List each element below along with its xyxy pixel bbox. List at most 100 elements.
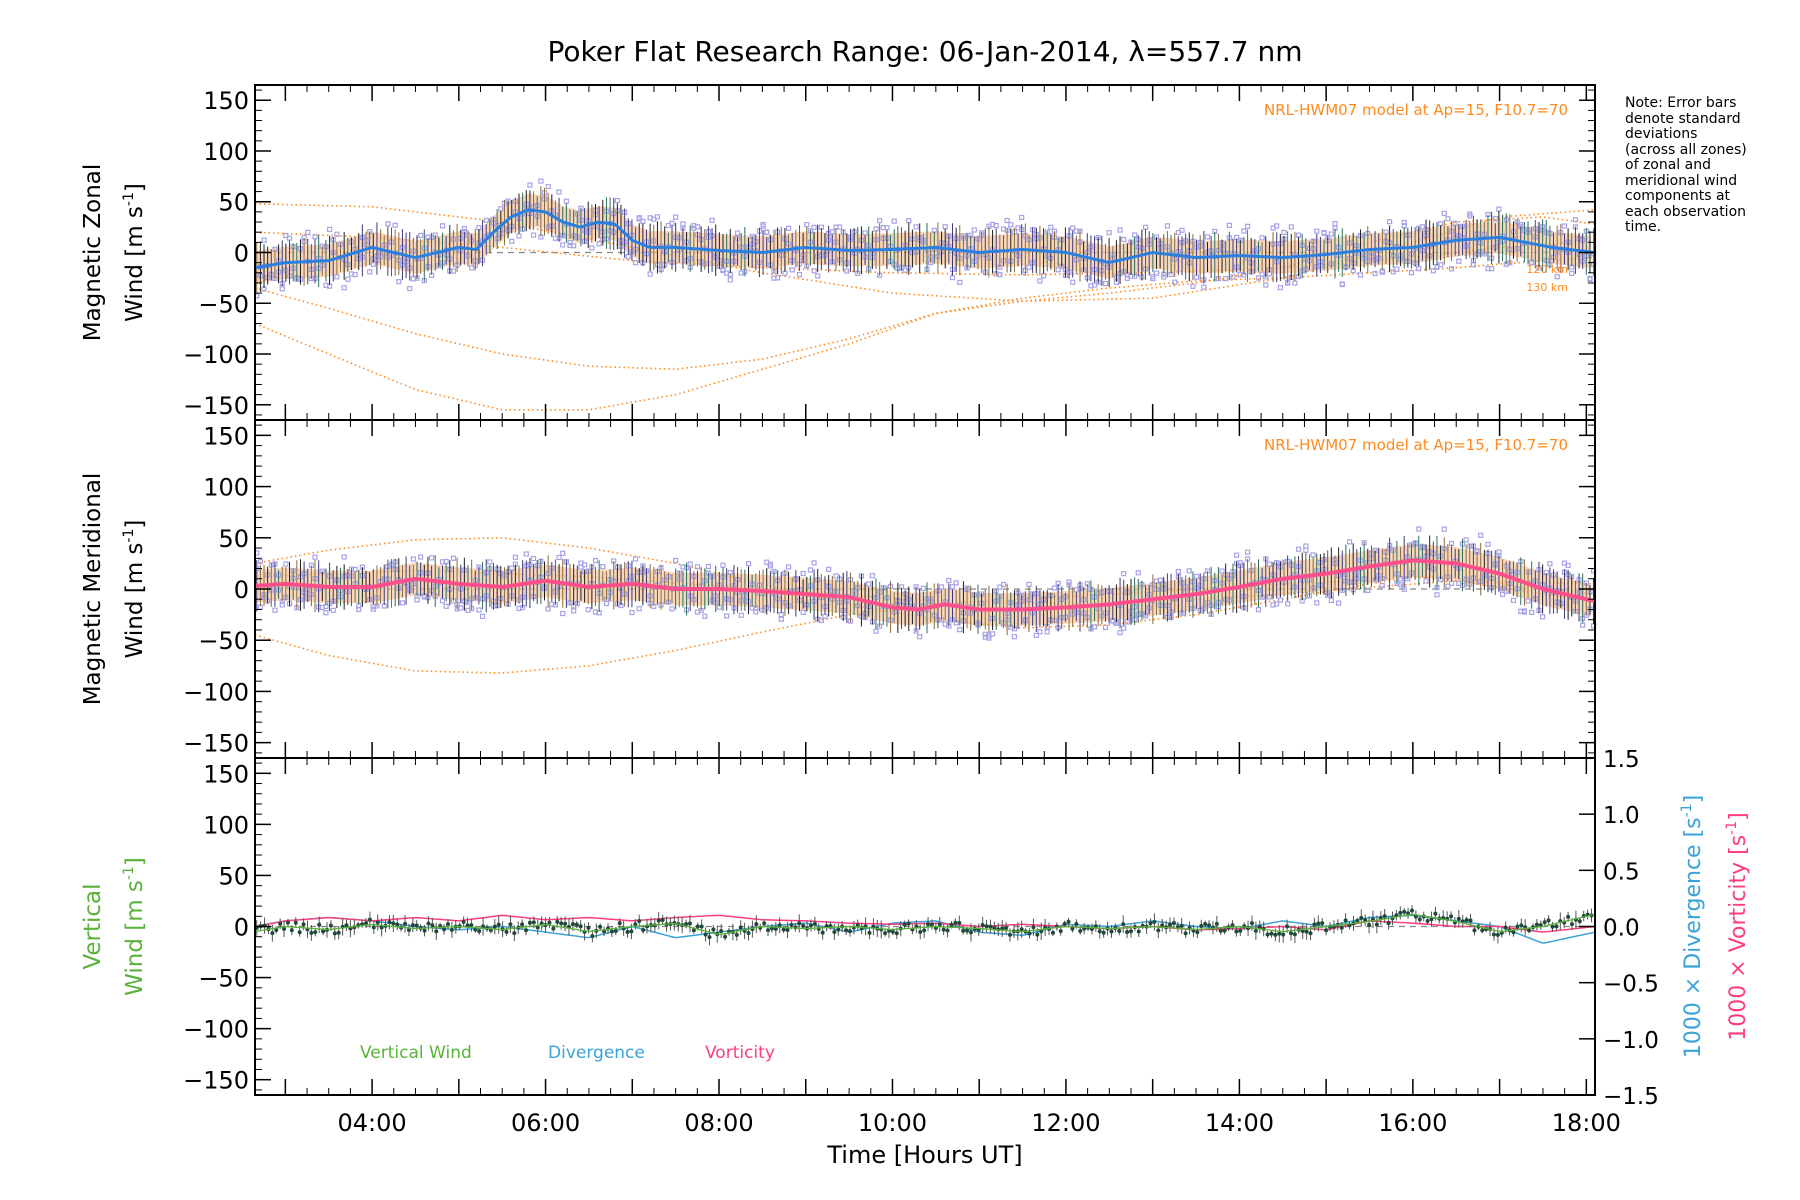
vertical-wind-point: [641, 928, 646, 933]
vertical-wind-point: [274, 928, 279, 933]
vertical-wind-point: [918, 929, 923, 934]
vertical-wind-point: [1066, 919, 1071, 924]
zone-point: [669, 606, 675, 612]
vertical-wind-point: [344, 923, 349, 928]
vertical-wind-point: [1078, 928, 1083, 933]
zone-point: [906, 217, 912, 224]
vertical-wind-point: [777, 923, 782, 928]
vertical-wind-point: [812, 921, 817, 926]
zone-point: [530, 555, 537, 562]
zone-point: [1387, 219, 1393, 225]
vertical-wind-point: [1050, 930, 1055, 935]
vertical-wind-point: [1152, 919, 1157, 924]
y-tick-label: 0: [234, 914, 249, 942]
vertical-wind-point: [953, 920, 958, 925]
y-tick-label: 50: [218, 525, 249, 553]
vertical-wind-point: [1281, 932, 1286, 937]
vertical-wind-point: [711, 927, 716, 932]
zone-point: [1033, 632, 1039, 638]
vertical-wind-point: [1218, 928, 1223, 933]
vertical-wind-point: [1171, 920, 1176, 925]
x-tick-label: 06:00: [511, 1109, 580, 1137]
vertical-wind-point: [496, 922, 501, 927]
zone-point: [334, 231, 340, 237]
zone-point: [1193, 274, 1200, 280]
zone-point: [1438, 221, 1444, 227]
vertical-wind-point: [980, 923, 985, 928]
vertical-wind-point: [598, 924, 603, 929]
vertical-wind-point: [949, 922, 954, 927]
vertical-wind-point: [847, 929, 852, 934]
right-tick-label: 0.5: [1603, 859, 1640, 885]
zone-point: [862, 230, 868, 236]
vertical-wind-point: [781, 927, 786, 932]
vertical-wind-point: [1168, 922, 1173, 927]
vertical-wind-point: [1199, 923, 1204, 928]
vertical-wind-point: [801, 923, 806, 928]
vertical-wind-point: [524, 928, 529, 933]
vertical-wind-point: [922, 928, 927, 933]
zone-point: [527, 182, 533, 188]
vertical-wind-point: [703, 932, 708, 937]
zone-point: [738, 612, 744, 618]
zone-point: [1004, 217, 1010, 224]
vertical-wind-point: [461, 919, 466, 924]
vertical-wind-line: [254, 913, 1595, 936]
zone-point: [592, 558, 599, 564]
vertical-wind-point: [613, 929, 618, 934]
zone-point: [778, 611, 784, 618]
zone-point: [1037, 278, 1043, 284]
vertical-wind-point: [297, 930, 302, 935]
right-tick-label: −0.5: [1603, 972, 1659, 998]
vertical-wind-point: [1339, 925, 1344, 930]
zone-point: [1521, 609, 1528, 615]
zone-point: [1281, 229, 1287, 236]
zone-point: [1091, 282, 1098, 288]
zone-point: [1040, 273, 1047, 279]
zone-point: [483, 217, 489, 223]
zone-point: [286, 235, 293, 241]
vertical-wind-point: [1289, 931, 1294, 936]
zone-point: [1430, 268, 1436, 274]
zone-point: [1070, 225, 1076, 231]
vertical-wind-point: [1425, 918, 1430, 923]
vertical-wind-point: [285, 920, 290, 925]
zone-point: [1434, 592, 1440, 598]
zone-point: [694, 224, 701, 230]
vertical-wind-point: [1320, 921, 1325, 926]
vertical-wind-point: [1265, 932, 1270, 937]
zone-point: [1274, 601, 1280, 607]
right-tick-label: −1.0: [1603, 1028, 1659, 1054]
y-tick-label: −150: [183, 1067, 249, 1095]
zone-point: [1419, 224, 1426, 230]
mean-wind-line: [254, 208, 1596, 270]
zone-point: [1416, 526, 1422, 532]
vertical-wind-point: [617, 921, 622, 926]
vertical-wind-point: [574, 922, 579, 927]
vertical-wind-point: [410, 923, 415, 928]
y-tick-label: 0: [234, 240, 249, 268]
vertical-wind-point: [754, 922, 759, 927]
zone-point: [392, 222, 398, 228]
vertical-wind-point: [687, 921, 692, 926]
zone-point: [345, 276, 351, 282]
vertical-wind-point: [1456, 916, 1461, 921]
zone-point: [443, 558, 449, 565]
y-tick-label: 50: [218, 189, 249, 217]
right-tick-label: 1.0: [1603, 803, 1640, 829]
zone-point: [1561, 223, 1568, 229]
zone-point: [720, 266, 726, 273]
zone-point: [1241, 228, 1247, 234]
zone-point: [279, 286, 285, 292]
zone-point: [957, 279, 963, 286]
zone-point: [330, 607, 336, 613]
right-tick-label: −1.5: [1603, 1084, 1659, 1110]
zone-point: [800, 570, 806, 577]
zone-point: [563, 198, 569, 204]
vertical-wind-point: [1117, 929, 1122, 934]
zone-point: [844, 268, 850, 274]
zone-point: [957, 627, 963, 633]
zone-point: [873, 628, 879, 634]
vertical-wind-point: [426, 921, 431, 926]
right-tick-label: 1.5: [1603, 747, 1640, 773]
